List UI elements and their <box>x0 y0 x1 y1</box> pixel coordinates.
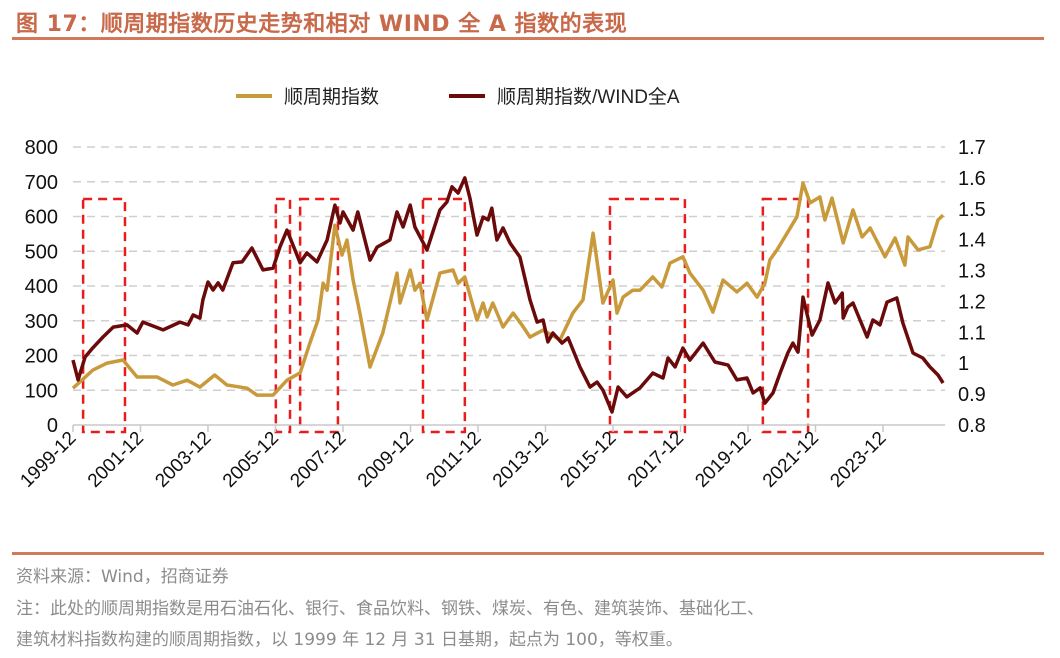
y2-tick-label: 1.4 <box>958 230 986 252</box>
y-tick-label: 100 <box>25 380 58 402</box>
y2-tick-label: 1.6 <box>958 168 986 190</box>
y-tick-label: 600 <box>25 207 58 229</box>
legend-label-index: 顺周期指数 <box>284 86 379 108</box>
figure-title: 图 17：顺周期指数历史走势和相对 WIND 全 A 指数的表现 <box>16 12 628 37</box>
x-tick-label: 2011-12 <box>422 428 485 491</box>
legend: 顺周期指数 顺周期指数/WIND全A <box>236 86 680 108</box>
highlight-box <box>298 197 340 434</box>
highlight-box <box>761 197 810 434</box>
x-tick-label: 2009-12 <box>354 428 418 492</box>
y2-tick-label: 1 <box>958 353 969 375</box>
highlight-box <box>274 197 292 434</box>
x-tick-label: 2001-12 <box>84 428 148 492</box>
series-line-index <box>71 181 945 397</box>
highlight-boxes <box>81 197 810 434</box>
highlight-box <box>421 197 467 434</box>
y-tick-label: 400 <box>25 276 58 298</box>
x-tick-label: 2007-12 <box>286 428 350 492</box>
highlight-box <box>81 197 127 434</box>
y-tick-label: 200 <box>25 346 58 368</box>
y-tick-label: 0 <box>47 415 58 437</box>
axes: 0 100 200 300 400 500 600 700 800 0.8 0.9 1 1.1 1.2 1.… <box>16 137 985 492</box>
note-line-1: 注：此处的顺周期指数是用石油石化、银行、食品饮料、钢铁、煤炭、有色、建筑装饰、基… <box>16 599 764 619</box>
y2-tick-label: 1.7 <box>958 137 986 159</box>
y2-tick-label: 1.3 <box>958 261 986 283</box>
y2-tick-label: 1.2 <box>958 291 986 313</box>
x-tick-label: 2017-12 <box>624 428 688 492</box>
x-tick-label: 2019-12 <box>691 428 755 492</box>
y2-tick-label: 0.9 <box>958 384 986 406</box>
title-rule <box>12 37 1044 40</box>
series-lines <box>71 176 945 414</box>
x-tick-label: 1999-12 <box>16 428 80 492</box>
x-tick-label: 2015-12 <box>556 428 620 492</box>
gridlines <box>73 146 945 391</box>
series-line-ratio <box>71 176 945 414</box>
legend-label-ratio: 顺周期指数/WIND全A <box>497 86 680 108</box>
y-tick-label: 800 <box>25 137 58 159</box>
x-tick-label: 2005-12 <box>219 428 283 492</box>
x-tick-label: 2003-12 <box>151 428 215 492</box>
highlight-box <box>608 197 687 434</box>
x-tick-label: 2021-12 <box>759 428 823 492</box>
y-tick-label: 500 <box>25 241 58 263</box>
footer-rule <box>12 552 1044 555</box>
y-tick-label: 700 <box>25 172 58 194</box>
note-line-2: 建筑材料指数构建的顺周期指数，以 1999 年 12 月 31 日基期，起点为 … <box>16 630 683 650</box>
y2-tick-label: 0.8 <box>958 415 986 437</box>
y2-tick-label: 1.5 <box>958 199 986 221</box>
source-note: 资料来源：Wind，招商证券 <box>16 567 229 587</box>
x-tick-label: 2013-12 <box>489 428 553 492</box>
y-tick-label: 300 <box>25 311 58 333</box>
y2-tick-label: 1.1 <box>958 322 986 344</box>
x-tick-label: 2023-12 <box>826 428 890 492</box>
